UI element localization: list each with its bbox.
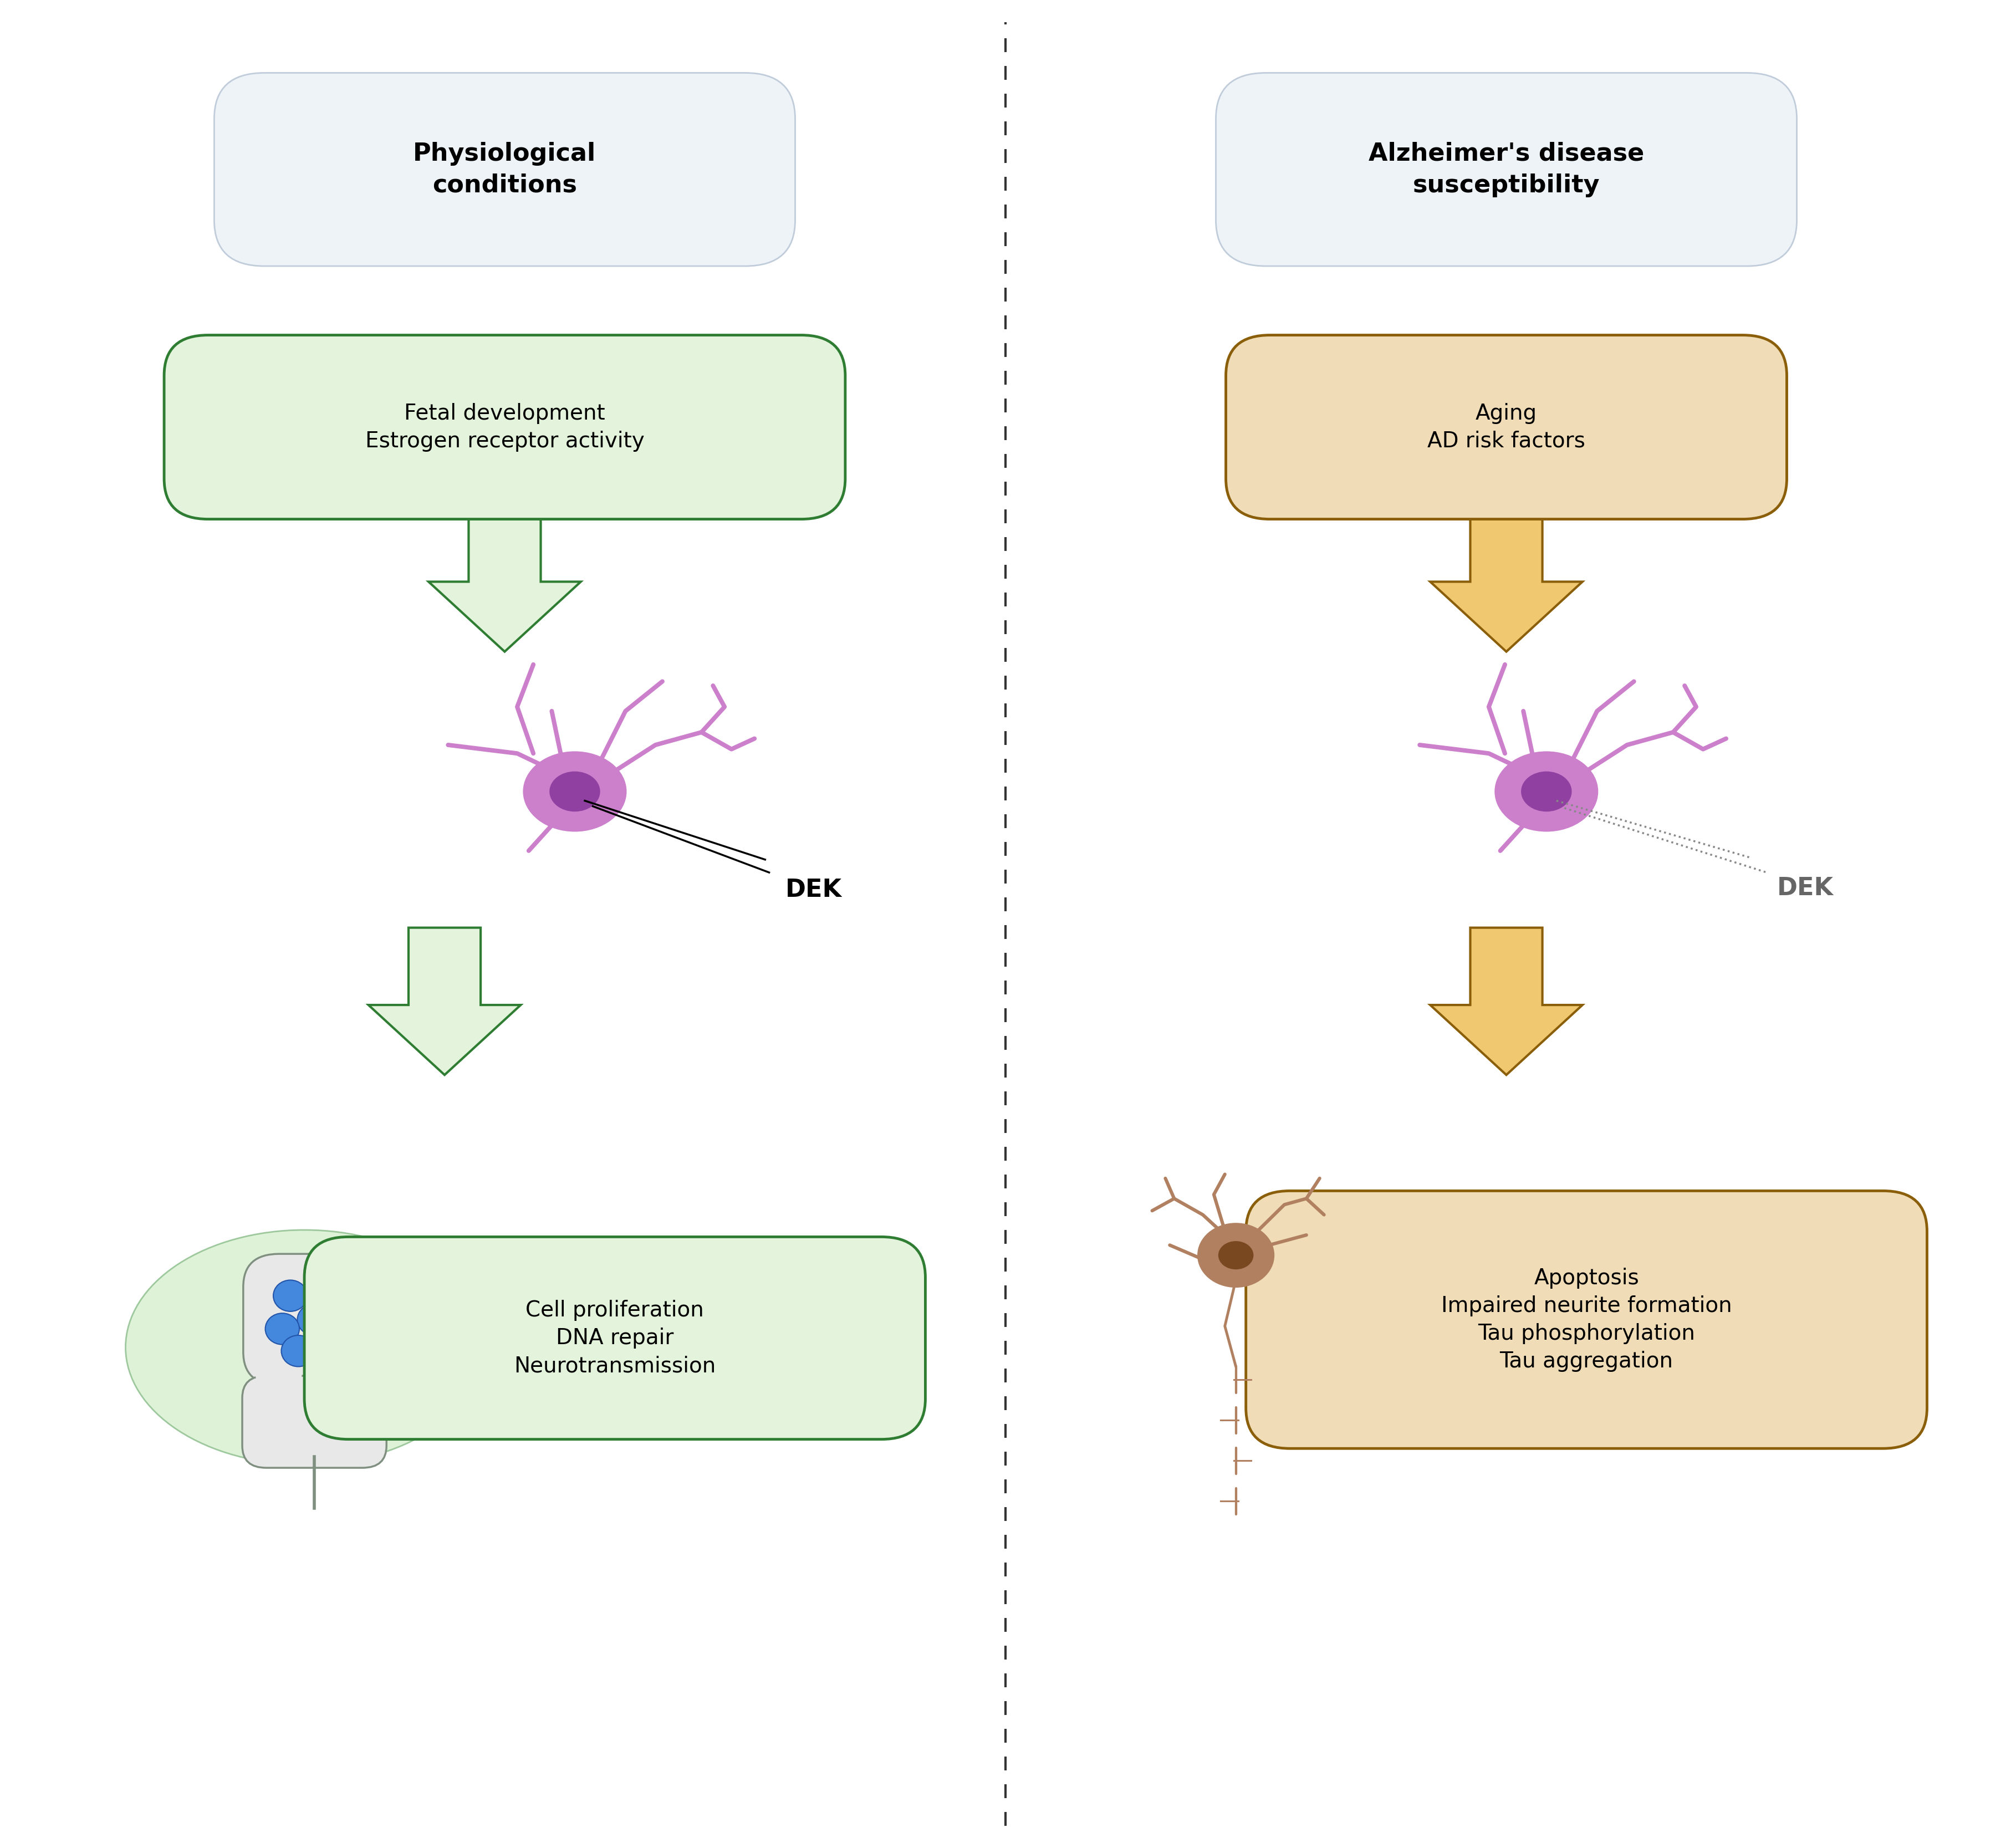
Circle shape — [265, 1314, 300, 1345]
PathPatch shape — [1430, 928, 1583, 1076]
Text: Alzheimer's disease
susceptibility: Alzheimer's disease susceptibility — [1369, 142, 1645, 198]
FancyBboxPatch shape — [1217, 72, 1796, 266]
Ellipse shape — [1219, 1242, 1253, 1270]
FancyBboxPatch shape — [243, 1255, 386, 1384]
PathPatch shape — [368, 928, 521, 1076]
PathPatch shape — [1430, 516, 1583, 652]
Ellipse shape — [549, 771, 599, 811]
Text: DEK: DEK — [784, 878, 843, 902]
Ellipse shape — [1197, 1223, 1275, 1288]
FancyBboxPatch shape — [241, 1375, 386, 1467]
Ellipse shape — [523, 752, 627, 832]
FancyBboxPatch shape — [215, 72, 794, 266]
Circle shape — [273, 1281, 308, 1312]
Ellipse shape — [1494, 752, 1599, 832]
FancyBboxPatch shape — [1227, 334, 1788, 519]
Text: Physiological
conditions: Physiological conditions — [412, 142, 595, 198]
PathPatch shape — [428, 516, 581, 652]
Text: Fetal development
Estrogen receptor activity: Fetal development Estrogen receptor acti… — [366, 403, 644, 451]
FancyBboxPatch shape — [304, 1236, 925, 1440]
FancyBboxPatch shape — [165, 334, 845, 519]
Text: DEK: DEK — [1778, 876, 1834, 900]
Circle shape — [322, 1281, 356, 1312]
FancyBboxPatch shape — [1247, 1190, 1927, 1449]
Circle shape — [282, 1336, 316, 1366]
Text: Aging
AD risk factors: Aging AD risk factors — [1428, 403, 1585, 451]
Ellipse shape — [125, 1231, 483, 1465]
Ellipse shape — [1520, 771, 1573, 811]
Circle shape — [298, 1305, 332, 1336]
Circle shape — [330, 1314, 364, 1345]
Text: Apoptosis
Impaired neurite formation
Tau phosphorylation
Tau aggregation: Apoptosis Impaired neurite formation Tau… — [1442, 1268, 1731, 1371]
FancyBboxPatch shape — [255, 1343, 302, 1382]
Circle shape — [314, 1336, 348, 1366]
Text: Cell proliferation
DNA repair
Neurotransmission: Cell proliferation DNA repair Neurotrans… — [515, 1299, 716, 1377]
